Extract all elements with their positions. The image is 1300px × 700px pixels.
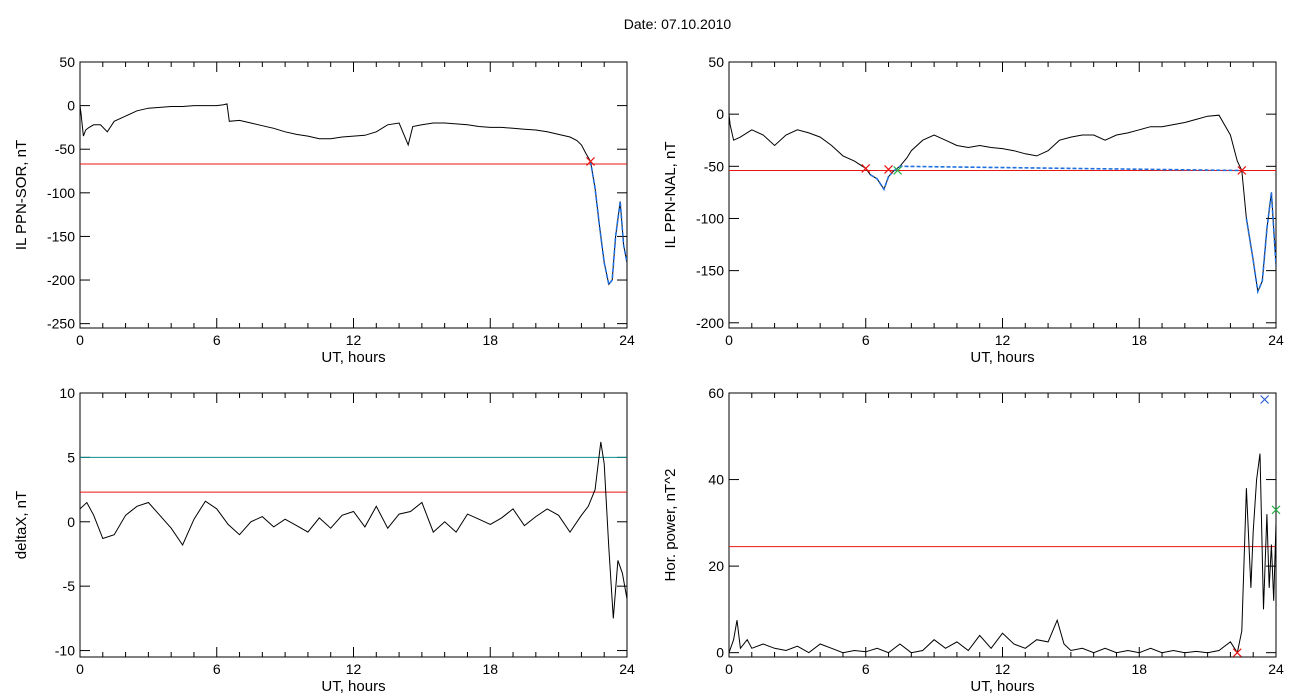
cross-marker-stroke <box>893 166 903 175</box>
cross-marker-stroke <box>884 165 893 174</box>
y-tick-label: -50 <box>55 141 75 157</box>
x-axis-label: UT, hours <box>970 349 1034 366</box>
cross-marker-stroke <box>1260 395 1270 404</box>
y-axis-label: IL PPN-NAL, nT <box>662 142 679 249</box>
cross-marker-stroke <box>1237 166 1247 175</box>
y-tick-label: -150 <box>47 228 75 244</box>
x-axis-label: UT, hours <box>321 349 385 366</box>
x-tick-label: 6 <box>862 332 870 348</box>
plot-area <box>80 103 627 287</box>
series-line <box>80 103 627 286</box>
y-tick-label: 0 <box>67 514 75 530</box>
y-tick-label: -200 <box>696 315 724 331</box>
y-tick-label: -10 <box>55 643 75 659</box>
cross-marker <box>1271 505 1281 515</box>
y-tick-label: 20 <box>708 558 724 574</box>
x-tick-label: 24 <box>619 661 635 677</box>
cross-marker <box>893 166 903 175</box>
plot-frame <box>79 61 628 329</box>
highlight-segment <box>869 165 1242 192</box>
cross-marker <box>1232 648 1242 658</box>
cross-marker <box>586 156 595 166</box>
y-tick-label: 40 <box>708 472 724 488</box>
highlight-segment <box>589 161 627 287</box>
chart-panel-il-ppn-sor: 0 6 12 18 24 50 0 -50 -100 -150 -200 -250 UT, hours I… <box>13 54 635 366</box>
figure-title: Date: 07.10.2010 <box>623 16 732 32</box>
y-axis-label: deltaX, nT <box>13 491 30 559</box>
y-tick-label: 60 <box>708 385 724 401</box>
y-tick-label: -100 <box>696 210 724 226</box>
cross-marker-stroke <box>1232 648 1242 658</box>
cross-marker-stroke <box>586 156 595 166</box>
series-line <box>729 114 1276 294</box>
x-tick-label: 12 <box>995 332 1011 348</box>
plot-frame <box>79 392 628 658</box>
x-tick-label: 18 <box>482 332 498 348</box>
x-tick-label: 0 <box>725 661 733 677</box>
x-tick-label: 18 <box>1131 332 1147 348</box>
x-tick-label: 12 <box>995 661 1011 677</box>
y-tick-label: -200 <box>47 272 75 288</box>
y-tick-label: 0 <box>716 645 724 661</box>
plot-area <box>80 441 627 619</box>
plot-frame <box>728 61 1277 329</box>
x-tick-label: 24 <box>1268 661 1284 677</box>
cross-marker <box>1237 166 1247 175</box>
x-tick-label: 6 <box>213 661 221 677</box>
x-axis-label: UT, hours <box>321 678 385 695</box>
plot-frame <box>728 392 1277 658</box>
cross-marker <box>1260 395 1270 404</box>
y-tick-label: 10 <box>59 385 75 401</box>
y-tick-label: -250 <box>47 316 75 332</box>
y-tick-label: 0 <box>716 106 724 122</box>
cross-marker-stroke <box>861 163 871 173</box>
y-tick-label: -5 <box>63 578 76 594</box>
chart-panel-deltax: 0 6 12 18 24 10 5 0 -5 -10 UT, hours deltaX, nT <box>13 385 635 695</box>
y-tick-label: -50 <box>704 158 724 174</box>
y-tick-label: 0 <box>67 98 75 114</box>
x-tick-label: 18 <box>1131 661 1147 677</box>
series-line <box>80 441 627 619</box>
x-tick-label: 0 <box>76 661 84 677</box>
x-tick-label: 0 <box>725 332 733 348</box>
cross-marker-stroke <box>1271 505 1281 515</box>
x-tick-label: 24 <box>1268 332 1284 348</box>
x-tick-label: 6 <box>213 332 221 348</box>
plot-area <box>729 114 1276 295</box>
series-line <box>729 453 1276 655</box>
y-axis-label: IL PPN-SOR, nT <box>13 140 30 250</box>
x-tick-label: 18 <box>482 661 498 677</box>
x-tick-label: 6 <box>862 661 870 677</box>
chart-panel-hor-power: 0 6 12 18 24 60 40 20 0 UT, hours Hor. power, nT^2 <box>662 385 1284 695</box>
x-tick-label: 12 <box>346 332 362 348</box>
plot-area <box>729 453 1276 655</box>
x-tick-label: 12 <box>346 661 362 677</box>
y-axis-label: Hor. power, nT^2 <box>662 469 679 582</box>
highlight-segment <box>1245 192 1276 295</box>
x-tick-label: 24 <box>619 332 635 348</box>
y-tick-label: -100 <box>47 185 75 201</box>
chart-panel-il-ppn-nal: 0 6 12 18 24 50 0 -50 -100 -150 -200 UT, hours IL PP… <box>662 54 1284 366</box>
y-tick-label: -150 <box>696 263 724 279</box>
cross-marker <box>861 163 871 173</box>
y-tick-label: 50 <box>708 54 724 70</box>
cross-marker <box>884 165 893 174</box>
y-tick-label: 50 <box>59 54 75 70</box>
y-tick-label: 5 <box>67 449 75 465</box>
x-axis-label: UT, hours <box>970 678 1034 695</box>
x-tick-label: 0 <box>76 332 84 348</box>
